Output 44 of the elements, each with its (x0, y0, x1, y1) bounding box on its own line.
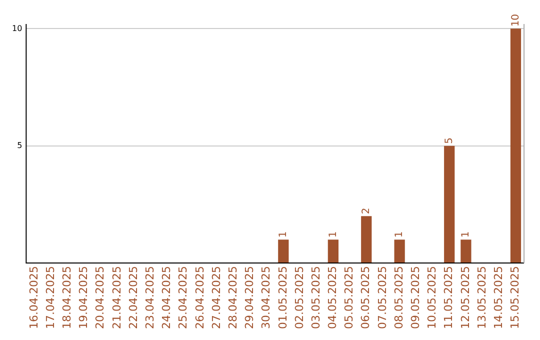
x-tick-label: 06.05.2025 (359, 266, 372, 330)
data-label: 1 (460, 231, 472, 238)
x-tick-label: 05.05.2025 (342, 266, 356, 330)
data-label: 2 (360, 208, 372, 214)
x-tick-label: 25.04.2025 (176, 266, 190, 330)
bar (510, 28, 522, 264)
x-tick-label: 23.04.2025 (144, 266, 156, 330)
x-tick-label: 13.05.2025 (475, 266, 488, 330)
x-tick-label: 08.05.2025 (392, 266, 406, 330)
x-tick-label: 17.04.2025 (44, 266, 57, 330)
x-tick-label: 04.05.2025 (326, 266, 340, 330)
bar (444, 146, 455, 264)
x-tick-label: 28.04.2025 (226, 266, 240, 330)
data-label: 10 (510, 14, 522, 27)
x-tick-label: 14.05.2025 (492, 266, 505, 330)
x-tick-label: 26.04.2025 (193, 266, 206, 330)
x-tick-label: 02.05.2025 (292, 266, 306, 330)
bar (328, 240, 338, 264)
x-tick-label: 09.05.2025 (409, 266, 422, 330)
x-tick-label: 19.04.2025 (77, 266, 90, 330)
x-tick-label: 11.05.2025 (442, 266, 456, 330)
x-tick-label: 10.05.2025 (426, 266, 439, 330)
bar (460, 240, 472, 264)
bar (361, 216, 372, 264)
x-tick-label: 18.04.2025 (60, 266, 74, 330)
x-tick-label: 03.05.2025 (309, 266, 322, 330)
data-label: 1 (278, 231, 289, 238)
x-tick-label: 20.04.2025 (94, 266, 107, 330)
x-tick-label: 27.04.2025 (210, 266, 223, 330)
x-tick-label: 15.05.2025 (508, 266, 522, 330)
bar (278, 240, 289, 264)
x-tick-label: 21.04.2025 (110, 266, 124, 330)
data-label: 5 (444, 137, 455, 144)
x-tick-label: 16.04.2025 (27, 266, 40, 330)
x-tick-label: 22.04.2025 (126, 266, 140, 330)
bar (394, 240, 405, 264)
x-tick-label: 07.05.2025 (376, 266, 389, 330)
data-label: 1 (394, 231, 406, 238)
x-tick-label: 01.05.2025 (276, 266, 290, 330)
x-tick-label: 30.04.2025 (260, 266, 273, 330)
x-tick-label: 29.04.2025 (243, 266, 256, 330)
data-label: 1 (328, 231, 339, 238)
x-tick-label: 24.04.2025 (160, 266, 174, 330)
x-tick-label: 12.05.2025 (458, 266, 472, 330)
